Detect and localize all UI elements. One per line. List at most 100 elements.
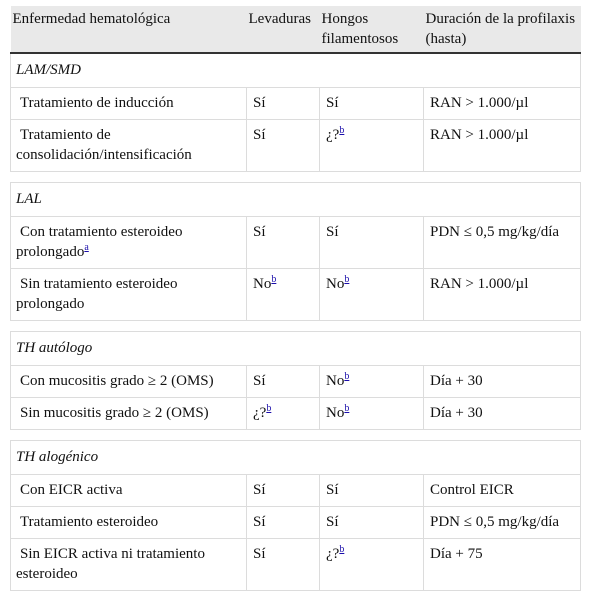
duracion-cell: PDN ≤ 0,5 mg/kg/día bbox=[423, 216, 581, 269]
hongos-cell-text: No bbox=[326, 405, 345, 421]
hongos-cell-text: Sí bbox=[326, 514, 339, 530]
group-row: TH autólogo bbox=[10, 331, 581, 366]
hongos-cell-text: ¿? bbox=[326, 546, 340, 562]
group-row: TH alogénico bbox=[10, 440, 581, 475]
levaduras-cell: Sí bbox=[246, 474, 320, 507]
levaduras-cell: Sí bbox=[246, 506, 320, 539]
condition-cell-text: Sin mucositis grado ≥ 2 (OMS) bbox=[20, 405, 209, 421]
header-duracion: Duración de la profilaxis (hasta) bbox=[423, 6, 581, 54]
condition-cell-text: Con EICR activa bbox=[20, 482, 123, 498]
hongos-cell-text: No bbox=[326, 373, 345, 389]
spacer-cell bbox=[10, 429, 581, 441]
hongos-cell: Sí bbox=[319, 216, 424, 269]
group-spacer bbox=[10, 429, 581, 441]
header-levaduras: Levaduras bbox=[246, 6, 320, 54]
hongos-cell: ¿?b bbox=[319, 119, 424, 172]
duracion-cell: Día + 30 bbox=[423, 365, 581, 398]
condition-cell: Tratamiento esteroideo bbox=[10, 506, 247, 539]
condition-cell: Sin EICR activa ni tratamiento esteroide… bbox=[10, 538, 247, 591]
condition-cell: Sin mucositis grado ≥ 2 (OMS) bbox=[10, 397, 247, 430]
group-spacer bbox=[10, 171, 581, 183]
levaduras-cell: Sí bbox=[246, 538, 320, 591]
condition-cell-text: Tratamiento esteroideo bbox=[20, 514, 159, 530]
footnote-link[interactable]: b bbox=[266, 403, 272, 414]
levaduras-cell: Sí bbox=[246, 87, 320, 120]
hongos-cell: Nob bbox=[319, 268, 424, 321]
table-row: Tratamiento de consolidación/intensifica… bbox=[10, 119, 581, 172]
condition-cell-text: Tratamiento de inducción bbox=[20, 95, 174, 111]
table-row: Con EICR activa Sí Sí Control EICR bbox=[10, 474, 581, 507]
condition-cell: Con tratamiento esteroideo prolongadoa bbox=[10, 216, 247, 269]
hongos-cell-text: Sí bbox=[326, 482, 339, 498]
hongos-cell: ¿?b bbox=[319, 538, 424, 591]
condition-cell: Con mucositis grado ≥ 2 (OMS) bbox=[10, 365, 247, 398]
group-title: LAL bbox=[10, 182, 581, 217]
table-row: Sin EICR activa ni tratamiento esteroide… bbox=[10, 538, 581, 591]
spacer-cell bbox=[10, 320, 581, 332]
footnote-link[interactable]: b bbox=[339, 125, 345, 136]
levaduras-cell-text: Sí bbox=[253, 514, 266, 530]
condition-cell: Con EICR activa bbox=[10, 474, 247, 507]
duracion-cell: RAN > 1.000/µl bbox=[423, 119, 581, 172]
levaduras-cell-text: Sí bbox=[253, 127, 266, 143]
duracion-cell: PDN ≤ 0,5 mg/kg/día bbox=[423, 506, 581, 539]
duracion-cell: RAN > 1.000/µl bbox=[423, 87, 581, 120]
group-spacer bbox=[10, 320, 581, 332]
levaduras-cell-text: ¿? bbox=[253, 405, 267, 421]
hongos-cell-text: Sí bbox=[326, 95, 339, 111]
footnote-link[interactable]: b bbox=[339, 544, 345, 555]
condition-cell-text: Con mucositis grado ≥ 2 (OMS) bbox=[20, 373, 214, 389]
duracion-cell: RAN > 1.000/µl bbox=[423, 268, 581, 321]
hongos-cell-text: No bbox=[326, 276, 345, 292]
group-title: TH alogénico bbox=[10, 440, 581, 475]
prophylaxis-table: Enfermedad hematológica Levaduras Hongos… bbox=[10, 6, 581, 591]
footnote-link[interactable]: b bbox=[271, 274, 277, 285]
duracion-cell: Día + 75 bbox=[423, 538, 581, 591]
group-title: TH autólogo bbox=[10, 331, 581, 366]
footnote-link[interactable]: b bbox=[344, 274, 350, 285]
levaduras-cell: Sí bbox=[246, 365, 320, 398]
condition-cell: Tratamiento de inducción bbox=[10, 87, 247, 120]
levaduras-cell-text: Sí bbox=[253, 95, 266, 111]
condition-cell: Tratamiento de consolidación/intensifica… bbox=[10, 119, 247, 172]
header-hongos: Hongos filamentosos bbox=[319, 6, 424, 54]
table-row: Con mucositis grado ≥ 2 (OMS) Sí Nob Día + … bbox=[10, 365, 581, 398]
table-header: Enfermedad hematológica Levaduras Hongos… bbox=[10, 6, 581, 54]
levaduras-cell: ¿?b bbox=[246, 397, 320, 430]
condition-cell-text: Sin tratamiento esteroideo prolongado bbox=[16, 276, 178, 312]
hongos-cell-text: Sí bbox=[326, 224, 339, 240]
hongos-cell: Nob bbox=[319, 365, 424, 398]
header-enfermedad: Enfermedad hematológica bbox=[10, 6, 247, 54]
group-row: LAL bbox=[10, 182, 581, 217]
table-row: Tratamiento esteroideo Sí Sí PDN ≤ 0,5 mg/k… bbox=[10, 506, 581, 539]
table-row: Sin mucositis grado ≥ 2 (OMS) ¿?b Nob Día +… bbox=[10, 397, 581, 430]
levaduras-cell-text: Sí bbox=[253, 373, 266, 389]
footnote-link[interactable]: b bbox=[344, 403, 350, 414]
condition-cell-text: Con tratamiento esteroideo prolongado bbox=[16, 224, 183, 260]
condition-cell-text: Sin EICR activa ni tratamiento esteroide… bbox=[16, 546, 205, 582]
duracion-cell: Día + 30 bbox=[423, 397, 581, 430]
table-body: LAM/SMD Tratamiento de inducción Sí Sí RAN >… bbox=[10, 53, 581, 591]
footnote-link[interactable]: b bbox=[344, 371, 350, 382]
table-row: Sin tratamiento esteroideo prolongado Nob… bbox=[10, 268, 581, 321]
duracion-cell: Control EICR bbox=[423, 474, 581, 507]
footnote-link[interactable]: a bbox=[84, 242, 89, 253]
levaduras-cell-text: Sí bbox=[253, 224, 266, 240]
hongos-cell: Sí bbox=[319, 87, 424, 120]
levaduras-cell-text: Sí bbox=[253, 482, 266, 498]
condition-cell-text: Tratamiento de consolidación/intensifica… bbox=[16, 127, 192, 163]
hongos-cell: Nob bbox=[319, 397, 424, 430]
spacer-cell bbox=[10, 171, 581, 183]
group-title: LAM/SMD bbox=[10, 53, 581, 88]
hongos-cell: Sí bbox=[319, 474, 424, 507]
levaduras-cell: Sí bbox=[246, 216, 320, 269]
hongos-cell-text: ¿? bbox=[326, 127, 340, 143]
table-row: Con tratamiento esteroideo prolongadoa Sí… bbox=[10, 216, 581, 269]
header-row: Enfermedad hematológica Levaduras Hongos… bbox=[10, 6, 581, 54]
levaduras-cell: Sí bbox=[246, 119, 320, 172]
levaduras-cell-text: No bbox=[253, 276, 272, 292]
levaduras-cell-text: Sí bbox=[253, 546, 266, 562]
levaduras-cell: Nob bbox=[246, 268, 320, 321]
hongos-cell: Sí bbox=[319, 506, 424, 539]
condition-cell: Sin tratamiento esteroideo prolongado bbox=[10, 268, 247, 321]
